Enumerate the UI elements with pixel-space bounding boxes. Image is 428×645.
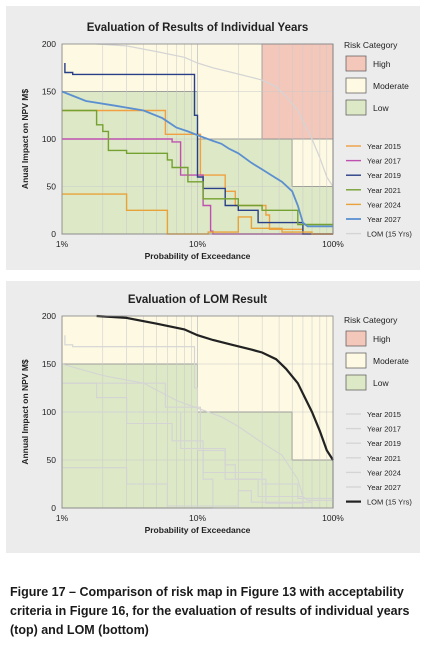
legend-series-label: Year 2024 <box>367 468 401 477</box>
chart-title: Evaluation of Results of Individual Year… <box>87 22 309 34</box>
legend-label-moderate: Moderate <box>373 356 409 366</box>
legend-swatch-high <box>345 330 367 347</box>
legend-title: Risk Category <box>344 40 398 50</box>
x-tick-label: 1% <box>56 513 69 523</box>
chart-lom: Evaluation of LOM Result 0 50 100 150 200 1% 10… <box>20 294 412 535</box>
legend-swatch-low <box>345 374 367 391</box>
legend-series-label: Year 2017 <box>367 425 401 434</box>
legend-series-label: Year 2015 <box>367 410 401 419</box>
series-line-year-2027 <box>61 90 333 228</box>
plot-border <box>61 315 334 509</box>
chart-individual-years: Evaluation of Results of Individual Year… <box>20 22 412 261</box>
legend-series-label: Year 2017 <box>367 157 401 166</box>
legend-swatch-low <box>345 99 367 116</box>
chart-title: Evaluation of LOM Result <box>128 294 267 306</box>
x-tick-label: 100% <box>322 239 344 249</box>
series-line-year-2027 <box>61 363 333 501</box>
series-lines <box>61 314 334 509</box>
series-line-year-2015 <box>62 382 333 509</box>
x-tick-label: 10% <box>189 239 206 249</box>
legend-series-label: Year 2027 <box>367 215 401 224</box>
legend-series-label: Year 2021 <box>367 186 401 195</box>
legend-series-label: Year 2027 <box>367 483 401 492</box>
series-line-year-2024 <box>62 467 333 509</box>
series-line-year-2021 <box>62 382 333 499</box>
plot-border <box>61 43 334 235</box>
legend-label-low: Low <box>373 378 389 388</box>
x-axis-label: Probability of Exceedance <box>145 251 251 261</box>
legend-series-label: LOM (15 Yrs) <box>367 498 412 507</box>
x-tick-label: 10% <box>189 513 206 523</box>
legend-series-label: Year 2021 <box>367 454 401 463</box>
legend: Risk Category High Moderate Low Year 2015 Yea… <box>344 315 412 507</box>
legend-series-label: Year 2024 <box>367 200 401 209</box>
legend-swatch-moderate <box>345 77 367 94</box>
legend-series-label: Year 2019 <box>367 439 401 448</box>
legend-label-moderate: Moderate <box>373 81 409 91</box>
x-axis-label: Probability of Exceedance <box>145 525 251 535</box>
figure-caption: Figure 17 – Comparison of risk map in Fi… <box>10 585 410 637</box>
y-tick-label: 100 <box>42 134 56 144</box>
y-tick-label: 150 <box>42 359 56 369</box>
legend-label-high: High <box>373 59 391 69</box>
y-tick-label: 150 <box>42 87 56 97</box>
series-line-year-2019 <box>64 335 333 509</box>
chart-panel-lom: Evaluation of LOM Result 0 50 100 150 200 1% 10… <box>6 281 420 553</box>
legend-swatch-moderate <box>345 352 367 369</box>
legend-label-high: High <box>373 334 391 344</box>
y-axis-label: Annual Impact on NPV M$ <box>20 359 30 465</box>
legend-swatch-high <box>345 55 367 72</box>
y-tick-label: 200 <box>42 39 56 49</box>
series-line-year-2024 <box>62 193 333 235</box>
series-line-lom-15-yrs- <box>96 43 334 187</box>
legend-title: Risk Category <box>344 315 398 325</box>
x-tick-label: 1% <box>56 239 69 249</box>
legend-series-label: LOM (15 Yrs) <box>367 230 412 239</box>
y-tick-label: 0 <box>51 229 56 239</box>
series-line-year-2021 <box>62 109 333 226</box>
series-line-lom-15-yrs- <box>96 314 334 461</box>
legend-label-low: Low <box>373 103 389 113</box>
y-tick-label: 50 <box>47 182 57 192</box>
y-tick-label: 0 <box>51 503 56 513</box>
legend-series-label: Year 2015 <box>367 142 401 151</box>
legend: Risk Category High Moderate Low Year 2015 Yea… <box>344 40 412 239</box>
series-lines <box>61 43 334 235</box>
legend-series-label: Year 2019 <box>367 171 401 180</box>
chart-panel-individual-years: Evaluation of Results of Individual Year… <box>6 6 420 270</box>
y-axis-label: Anual Impact on NPV M$ <box>20 89 30 189</box>
y-tick-label: 200 <box>42 311 56 321</box>
x-tick-label: 100% <box>322 513 344 523</box>
y-tick-label: 50 <box>47 455 57 465</box>
y-tick-label: 100 <box>42 407 56 417</box>
